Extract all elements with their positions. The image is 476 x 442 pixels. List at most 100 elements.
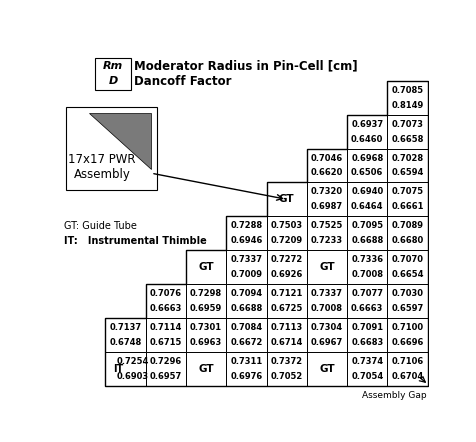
- Text: 0.6620: 0.6620: [310, 168, 342, 177]
- Text: 0.6937: 0.6937: [350, 120, 383, 129]
- Bar: [347, 318, 387, 352]
- Text: 0.7028: 0.7028: [391, 153, 423, 163]
- Text: 0.6714: 0.6714: [270, 338, 302, 347]
- Text: 0.7094: 0.7094: [230, 289, 262, 298]
- Bar: [226, 284, 266, 318]
- Text: 0.7114: 0.7114: [149, 323, 182, 332]
- Text: 0.7084: 0.7084: [230, 323, 262, 332]
- Text: 0.7336: 0.7336: [350, 255, 383, 264]
- Text: 0.6663: 0.6663: [149, 304, 182, 313]
- Text: GT: GT: [318, 364, 334, 374]
- Text: 0.7298: 0.7298: [189, 289, 222, 298]
- Text: 0.6715: 0.6715: [149, 338, 182, 347]
- Bar: [387, 250, 427, 284]
- Bar: [266, 284, 306, 318]
- Text: Moderator Radius in Pin-Cell [cm]: Moderator Radius in Pin-Cell [cm]: [134, 59, 357, 72]
- Text: 0.7095: 0.7095: [350, 221, 383, 230]
- Text: 0.6688: 0.6688: [230, 304, 262, 313]
- Text: 0.6967: 0.6967: [310, 338, 342, 347]
- Text: 0.6680: 0.6680: [391, 236, 423, 245]
- Text: 0.7091: 0.7091: [350, 323, 383, 332]
- Bar: [306, 318, 347, 352]
- Bar: [145, 284, 186, 318]
- Bar: [226, 250, 266, 284]
- Bar: [105, 352, 145, 386]
- Text: Rm: Rm: [103, 61, 123, 72]
- Bar: [387, 352, 427, 386]
- Bar: [347, 216, 387, 250]
- Text: 0.7311: 0.7311: [230, 357, 262, 366]
- Text: 0.7337: 0.7337: [310, 289, 342, 298]
- Text: 0.7503: 0.7503: [270, 221, 302, 230]
- Bar: [347, 284, 387, 318]
- Text: GT: GT: [198, 262, 213, 272]
- Text: 0.7254: 0.7254: [116, 357, 149, 366]
- Text: 0.6460: 0.6460: [350, 134, 383, 144]
- Text: 0.7209: 0.7209: [270, 236, 302, 245]
- Text: 0.6903: 0.6903: [117, 372, 149, 381]
- Bar: [306, 250, 347, 284]
- Text: 0.7296: 0.7296: [149, 357, 181, 366]
- Text: 0.7137: 0.7137: [109, 323, 141, 332]
- Text: 0.6725: 0.6725: [270, 304, 302, 313]
- Text: GT: GT: [278, 194, 294, 204]
- Text: Dancoff Factor: Dancoff Factor: [134, 75, 231, 88]
- Bar: [266, 318, 306, 352]
- Bar: [347, 114, 387, 149]
- Bar: [387, 318, 427, 352]
- Text: 0.7052: 0.7052: [270, 372, 302, 381]
- Text: 0.7374: 0.7374: [350, 357, 383, 366]
- Text: IT: IT: [113, 364, 123, 374]
- Text: 0.6663: 0.6663: [350, 304, 383, 313]
- Text: 0.7301: 0.7301: [189, 323, 222, 332]
- Text: 0.7304: 0.7304: [310, 323, 342, 332]
- Text: 0.8149: 0.8149: [391, 101, 423, 110]
- Bar: [306, 352, 347, 386]
- Bar: [266, 183, 306, 216]
- Bar: [226, 352, 266, 386]
- Text: 0.7077: 0.7077: [350, 289, 383, 298]
- Text: Assembly Gap: Assembly Gap: [362, 391, 426, 400]
- Text: 0.6464: 0.6464: [350, 202, 383, 211]
- Bar: [387, 114, 427, 149]
- Bar: [306, 183, 347, 216]
- Text: 17x17 PWR
Assembly: 17x17 PWR Assembly: [69, 153, 136, 181]
- Bar: [95, 57, 130, 90]
- Bar: [266, 216, 306, 250]
- Bar: [347, 250, 387, 284]
- Text: 0.7075: 0.7075: [391, 187, 423, 196]
- Text: 0.7113: 0.7113: [270, 323, 302, 332]
- Bar: [226, 216, 266, 250]
- Text: 0.6594: 0.6594: [391, 168, 423, 177]
- Polygon shape: [89, 113, 151, 168]
- Text: 0.7089: 0.7089: [391, 221, 423, 230]
- Text: 0.6597: 0.6597: [391, 304, 423, 313]
- Bar: [266, 352, 306, 386]
- Text: 0.6506: 0.6506: [350, 168, 383, 177]
- Bar: [186, 250, 226, 284]
- Text: 0.6963: 0.6963: [189, 338, 222, 347]
- Text: 0.6654: 0.6654: [390, 270, 423, 279]
- Text: 0.7008: 0.7008: [350, 270, 383, 279]
- Bar: [145, 352, 186, 386]
- Text: 0.6661: 0.6661: [390, 202, 423, 211]
- Bar: [226, 318, 266, 352]
- Bar: [186, 318, 226, 352]
- Bar: [387, 284, 427, 318]
- Text: 0.6940: 0.6940: [350, 187, 383, 196]
- Bar: [347, 352, 387, 386]
- Text: 0.6968: 0.6968: [350, 153, 383, 163]
- Text: 0.6658: 0.6658: [391, 134, 423, 144]
- Text: D: D: [108, 76, 118, 86]
- Text: 0.6688: 0.6688: [350, 236, 383, 245]
- Text: 0.7372: 0.7372: [270, 357, 302, 366]
- Text: 0.6926: 0.6926: [270, 270, 302, 279]
- Bar: [387, 149, 427, 183]
- Text: 0.7288: 0.7288: [230, 221, 262, 230]
- Text: 0.7272: 0.7272: [270, 255, 302, 264]
- Text: 0.7070: 0.7070: [391, 255, 423, 264]
- Bar: [66, 107, 157, 190]
- Text: 0.7525: 0.7525: [310, 221, 342, 230]
- Bar: [387, 216, 427, 250]
- Text: 0.7233: 0.7233: [310, 236, 342, 245]
